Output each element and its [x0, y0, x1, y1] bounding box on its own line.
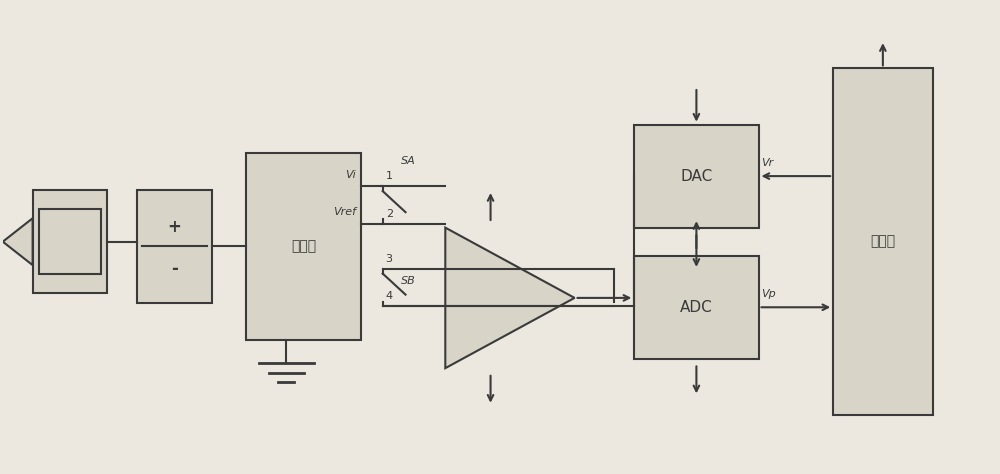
FancyBboxPatch shape: [634, 256, 759, 359]
FancyBboxPatch shape: [137, 190, 212, 302]
Text: -: -: [171, 260, 178, 278]
Text: 隔离器: 隔离器: [291, 239, 316, 254]
Polygon shape: [445, 228, 575, 368]
Text: ADC: ADC: [680, 300, 713, 315]
Text: SA: SA: [401, 155, 415, 165]
FancyBboxPatch shape: [833, 68, 933, 415]
FancyBboxPatch shape: [246, 153, 361, 340]
Text: 3: 3: [386, 254, 393, 264]
Text: Vr: Vr: [762, 158, 774, 168]
FancyBboxPatch shape: [39, 209, 101, 274]
Text: 2: 2: [386, 209, 393, 219]
Text: Vref: Vref: [333, 207, 356, 217]
Text: SB: SB: [401, 275, 415, 285]
Text: Vi: Vi: [345, 170, 356, 180]
Text: 控制器: 控制器: [870, 235, 895, 249]
Text: DAC: DAC: [680, 169, 713, 183]
Text: Vp: Vp: [762, 289, 776, 299]
Text: 1: 1: [386, 171, 393, 181]
FancyBboxPatch shape: [33, 190, 107, 293]
Text: +: +: [167, 218, 181, 236]
Polygon shape: [3, 218, 33, 265]
FancyBboxPatch shape: [634, 125, 759, 228]
Text: 4: 4: [386, 291, 393, 301]
